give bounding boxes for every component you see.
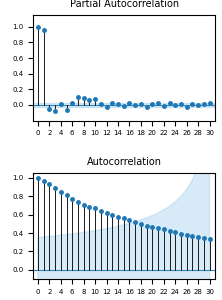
Bar: [33, 103, 215, 107]
Title: Partial Autocorrelation: Partial Autocorrelation: [70, 0, 179, 9]
Title: Autocorrelation: Autocorrelation: [87, 157, 162, 167]
